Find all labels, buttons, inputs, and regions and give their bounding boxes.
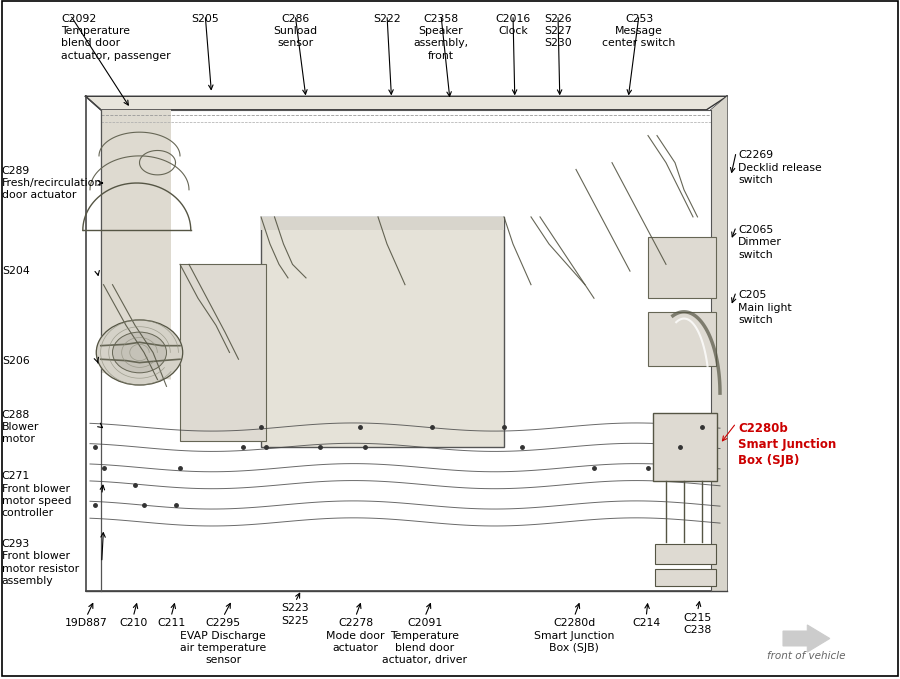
Text: C210: C210 [119, 618, 148, 628]
Text: C286
Sunload
sensor: C286 Sunload sensor [273, 14, 318, 48]
Bar [81, 88, 738, 596]
Text: C211: C211 [157, 618, 185, 628]
Bar [180, 264, 266, 441]
Text: C2091
Temperature
blend door
actuator, driver: C2091 Temperature blend door actuator, d… [382, 618, 467, 665]
Text: C215
C238: C215 C238 [683, 612, 712, 635]
Polygon shape [101, 110, 171, 380]
Text: C288
Blower
motor: C288 Blower motor [2, 409, 40, 445]
Bar [652, 414, 717, 481]
Text: C2280b
Smart Junction
Box (SJB): C2280b Smart Junction Box (SJB) [738, 422, 836, 466]
Text: C214: C214 [632, 618, 661, 628]
Bar [655, 544, 716, 564]
Text: C205
Main light
switch: C205 Main light switch [738, 290, 792, 325]
Text: C2065
Dimmer
switch: C2065 Dimmer switch [738, 225, 782, 260]
Text: 19D887: 19D887 [65, 618, 108, 628]
Text: S222: S222 [374, 14, 400, 24]
Text: S204: S204 [2, 266, 30, 276]
Bar [655, 570, 716, 586]
Bar [261, 217, 504, 447]
Text: C2092
Temperature
blend door
actuator, passenger: C2092 Temperature blend door actuator, p… [61, 14, 171, 60]
Text: C2269
Decklid release
switch: C2269 Decklid release switch [738, 151, 822, 185]
Circle shape [96, 320, 183, 385]
Text: S206: S206 [2, 356, 30, 365]
Polygon shape [261, 217, 504, 230]
Text: C2358
Speaker
assembly,
front: C2358 Speaker assembly, front [413, 14, 469, 60]
Text: S223
S225: S223 S225 [282, 603, 309, 625]
Text: C2280d
Smart Junction
Box (SJB): C2280d Smart Junction Box (SJB) [534, 618, 615, 653]
FancyArrow shape [783, 625, 830, 652]
Polygon shape [711, 96, 727, 591]
Text: C253
Message
center switch: C253 Message center switch [602, 14, 676, 48]
Text: C2295
EVAP Discharge
air temperature
sensor: C2295 EVAP Discharge air temperature sen… [180, 618, 266, 665]
Text: C2016
Clock: C2016 Clock [495, 14, 531, 36]
Bar [648, 237, 716, 298]
Text: S226
S227
S230: S226 S227 S230 [544, 14, 572, 48]
Text: C271
Front blower
motor speed
controller: C271 Front blower motor speed controller [2, 471, 71, 518]
Text: C293
Front blower
motor resistor
assembly: C293 Front blower motor resistor assembl… [2, 539, 79, 586]
Text: front of vehicle: front of vehicle [767, 650, 846, 661]
Text: C289
Fresh/recirculation
door actuator: C289 Fresh/recirculation door actuator [2, 166, 102, 200]
Text: S205: S205 [192, 14, 219, 24]
Circle shape [112, 332, 166, 373]
Bar [648, 312, 716, 366]
Text: C2278
Mode door
actuator: C2278 Mode door actuator [326, 618, 385, 653]
Polygon shape [86, 96, 727, 110]
